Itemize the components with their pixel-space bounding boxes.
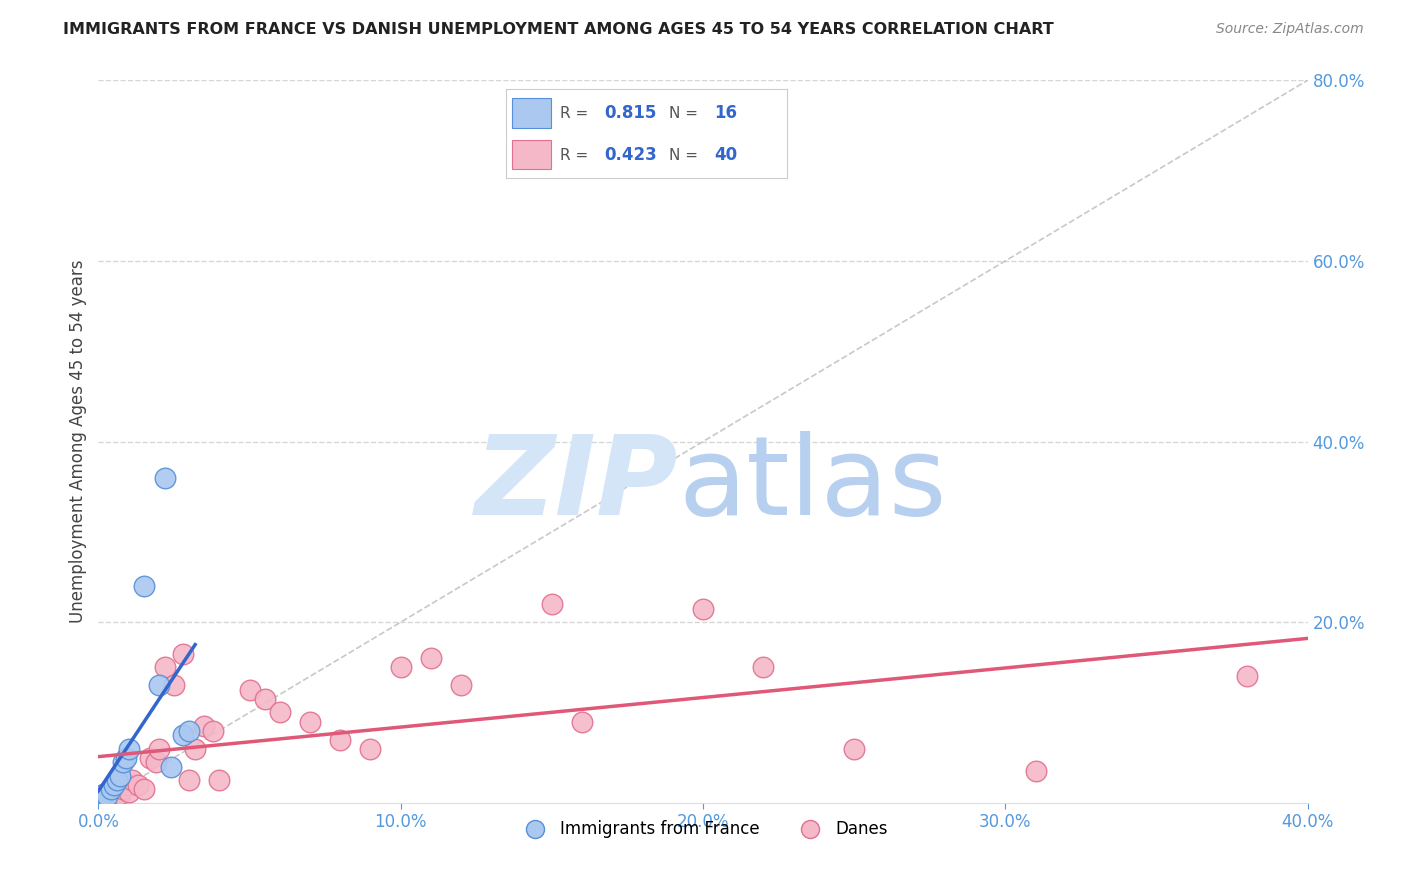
Text: IMMIGRANTS FROM FRANCE VS DANISH UNEMPLOYMENT AMONG AGES 45 TO 54 YEARS CORRELAT: IMMIGRANTS FROM FRANCE VS DANISH UNEMPLO… [63,22,1054,37]
Point [132,579,155,593]
Point [93,787,115,801]
Point [118,741,141,756]
Text: 40: 40 [714,146,737,164]
Text: R =: R = [560,148,593,162]
Point [121,773,143,788]
Point [139,750,162,764]
Point [844,741,866,756]
Y-axis label: Unemployment Among Ages 45 to 54 years: Unemployment Among Ages 45 to 54 years [69,260,87,624]
Point [148,678,170,692]
Legend: Immigrants from France, Danes: Immigrants from France, Danes [512,814,894,845]
Point [253,692,276,706]
Point [450,678,472,692]
Point [105,773,128,788]
Point [90,791,112,805]
Text: Source: ZipAtlas.com: Source: ZipAtlas.com [1216,22,1364,37]
Point [118,785,141,799]
Point [100,782,122,797]
Point [179,723,201,738]
Point [160,760,183,774]
Text: 0.423: 0.423 [605,146,658,164]
Point [108,769,131,783]
Point [93,787,115,801]
Text: ZIP: ZIP [475,432,679,539]
Point [153,471,176,485]
Point [202,723,225,738]
Point [96,789,118,803]
Point [114,778,136,792]
Point [111,755,134,769]
Text: N =: N = [669,148,703,162]
Point [96,787,118,801]
Point [1236,669,1258,683]
Point [571,714,593,729]
Text: atlas: atlas [679,432,948,539]
Point [100,782,122,797]
Point [163,678,186,692]
Point [752,660,775,674]
Point [208,773,231,788]
Point [269,706,291,720]
Point [540,597,562,611]
Point [148,741,170,756]
Point [299,714,322,729]
Text: 0.815: 0.815 [605,104,657,122]
Point [111,782,134,797]
Point [103,778,125,792]
Point [127,778,149,792]
Point [108,787,131,801]
Point [1024,764,1046,779]
Point [692,601,714,615]
Point [105,785,128,799]
Point [103,789,125,803]
Point [132,782,155,797]
Text: 16: 16 [714,104,737,122]
Point [420,651,443,665]
Bar [512,98,551,128]
Text: R =: R = [560,106,593,120]
Point [193,719,215,733]
Point [172,728,194,742]
Point [179,773,201,788]
Point [389,660,412,674]
Point [329,732,352,747]
Point [172,647,194,661]
Point [153,660,176,674]
Bar [512,140,551,169]
Point [360,741,382,756]
Point [184,741,207,756]
Point [239,682,262,697]
Point [114,750,136,764]
Point [90,791,112,805]
Text: N =: N = [669,106,703,120]
Point [145,755,167,769]
